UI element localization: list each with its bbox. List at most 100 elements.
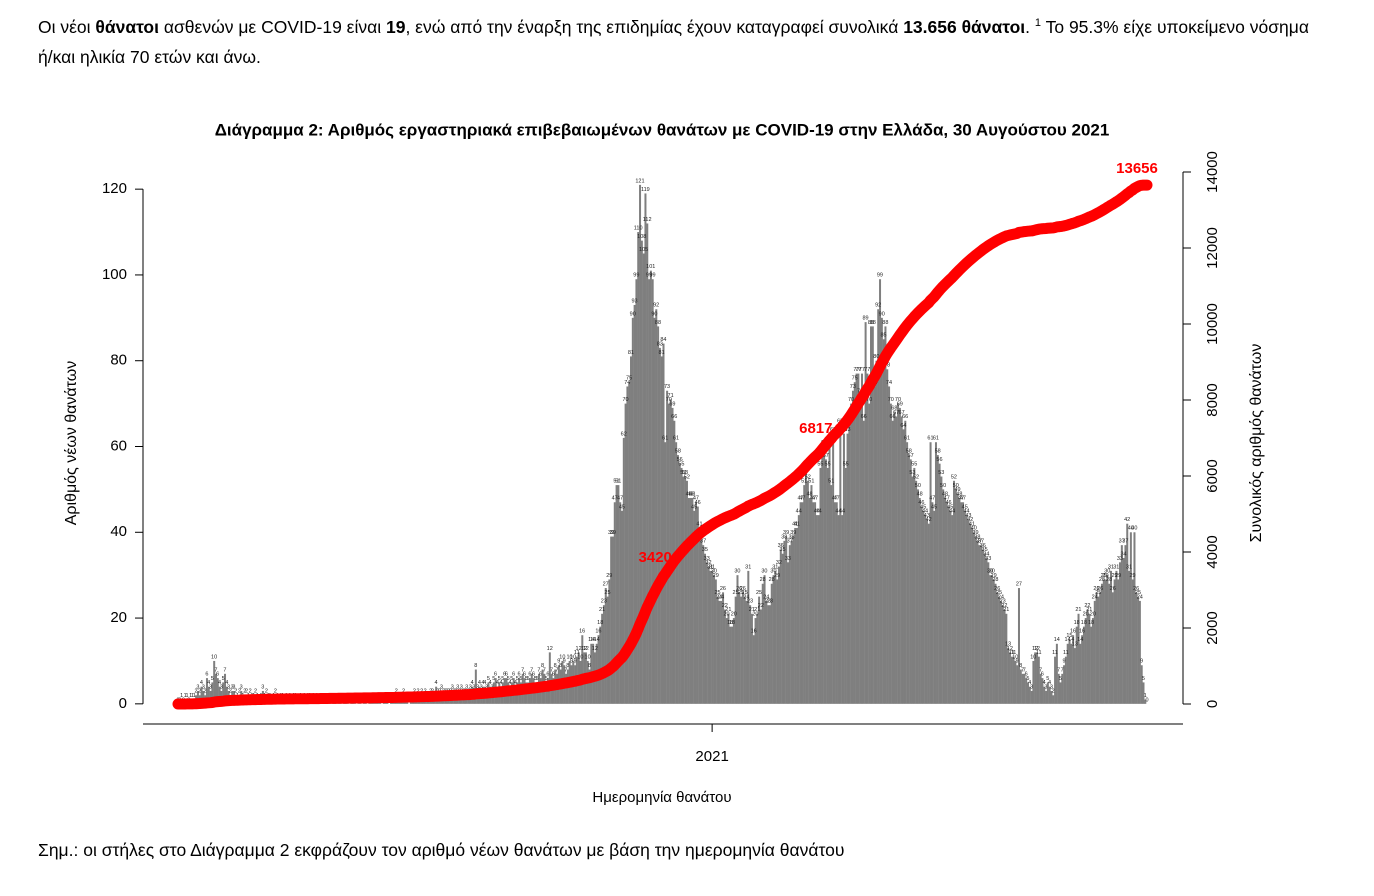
bar — [978, 545, 981, 704]
bar-value-label: 55 — [843, 461, 849, 467]
bar-value-label: 11 — [574, 650, 580, 656]
bar-value-label: 77 — [859, 367, 865, 373]
bar — [949, 510, 952, 704]
bar — [783, 540, 786, 704]
bar — [904, 420, 907, 704]
bar-value-label: 3 — [1050, 684, 1053, 690]
bar-value-label: 29 — [713, 573, 719, 579]
bar — [850, 403, 853, 704]
bar-value-label: 50 — [940, 483, 946, 489]
bar — [812, 502, 815, 704]
bar-value-label: 5 — [545, 676, 548, 682]
bar-value-label: 46 — [918, 500, 924, 506]
bar-value-label: 9 — [573, 659, 576, 665]
bar — [990, 575, 993, 704]
bar — [749, 605, 752, 704]
bar — [649, 270, 652, 704]
bar-value-label: 53 — [909, 470, 915, 476]
bar-value-label: 56 — [677, 457, 683, 463]
bar-value-label: 45 — [947, 504, 953, 510]
bar-value-label: 58 — [675, 449, 681, 455]
bar — [207, 686, 210, 704]
bar-value-label: 53 — [938, 470, 944, 476]
bar-value-label: 47 — [812, 496, 818, 502]
bar — [211, 682, 214, 704]
bar-value-label: 37 — [1119, 539, 1125, 545]
bar — [893, 412, 896, 704]
bar-value-label: 12 — [1034, 646, 1040, 652]
bar — [628, 382, 631, 704]
bar — [639, 184, 642, 704]
bar-value-label: 73 — [850, 384, 856, 390]
bar — [200, 686, 203, 704]
bar-value-label: 53 — [682, 470, 688, 476]
bar-value-label: 3 — [476, 684, 479, 690]
y2-tick-label: 4000 — [1204, 535, 1221, 568]
bar-value-label: 64 — [900, 423, 906, 429]
bar — [1068, 639, 1071, 704]
bar-value-label: 37 — [787, 539, 793, 545]
bar — [736, 575, 739, 704]
bar-value-label: 75 — [626, 376, 632, 382]
bar-value-label: 16 — [1070, 629, 1076, 635]
bar-value-label: 25 — [714, 590, 720, 596]
bar-value-label: 3 — [261, 684, 264, 690]
bar — [841, 515, 844, 704]
bar-value-label: 12 — [581, 646, 587, 652]
bar — [761, 583, 764, 704]
bar — [716, 596, 719, 704]
bar — [934, 442, 937, 704]
bar-value-label: 20 — [752, 612, 758, 618]
bar-value-label: 4 — [483, 680, 486, 686]
bar-value-label: 20 — [1083, 612, 1089, 618]
bar-value-label: 23 — [601, 599, 607, 605]
bar — [768, 605, 771, 704]
bar-value-label: 121 — [635, 178, 644, 184]
bar-value-label: 23 — [767, 599, 773, 605]
bar — [833, 502, 836, 704]
bar-value-label: 2 — [274, 689, 277, 695]
y2-tick-label: 12000 — [1204, 227, 1221, 269]
bar-value-label: 0 — [1145, 697, 1148, 703]
bar — [1084, 618, 1087, 704]
bar-value-label: 10 — [1030, 654, 1036, 660]
bar-value-label: 10 — [577, 654, 583, 660]
bar — [796, 527, 799, 704]
bar-value-label: 28 — [760, 577, 766, 583]
bar-value-label: 26 — [736, 586, 742, 592]
bar-value-label: 93 — [631, 298, 637, 304]
text: , ενώ από την έναρξη της επιδημίας έχουν… — [405, 16, 904, 37]
bar — [754, 618, 757, 704]
bar — [1097, 596, 1100, 704]
bar-value-label: 51 — [808, 479, 814, 485]
bar — [1043, 686, 1046, 704]
bar — [704, 553, 707, 704]
bar-value-label: 37 — [978, 539, 984, 545]
bar — [1102, 579, 1105, 704]
bar-value-label: 1 — [184, 693, 187, 699]
bar — [216, 678, 219, 704]
bar-value-label: 83 — [657, 341, 663, 347]
bar-value-label: 3 — [485, 684, 488, 690]
bar-value-label: 12 — [1007, 646, 1013, 652]
bar-value-label: 41 — [792, 521, 798, 527]
note: Σημ.: οι στήλες στο Διάγραμμα 2 εκφράζου… — [38, 840, 845, 860]
bar-value-label: 5 — [1046, 676, 1049, 682]
bar — [1091, 618, 1094, 704]
bar — [962, 502, 965, 704]
bar-value-label: 8 — [474, 663, 477, 669]
y-tick-label: 20 — [110, 609, 127, 626]
bar — [722, 592, 725, 704]
bar — [835, 502, 838, 704]
bar-value-label: 88 — [868, 320, 874, 326]
bar — [815, 515, 818, 704]
bar-value-label: 2 — [229, 689, 232, 695]
bar — [1137, 596, 1140, 704]
bar — [806, 480, 809, 704]
bar-value-label: 52 — [951, 474, 957, 480]
bar-value-label: 35 — [702, 547, 708, 553]
bar — [687, 497, 690, 704]
bar — [828, 446, 831, 704]
bar — [700, 536, 703, 704]
bar-value-label: 38 — [974, 534, 980, 540]
